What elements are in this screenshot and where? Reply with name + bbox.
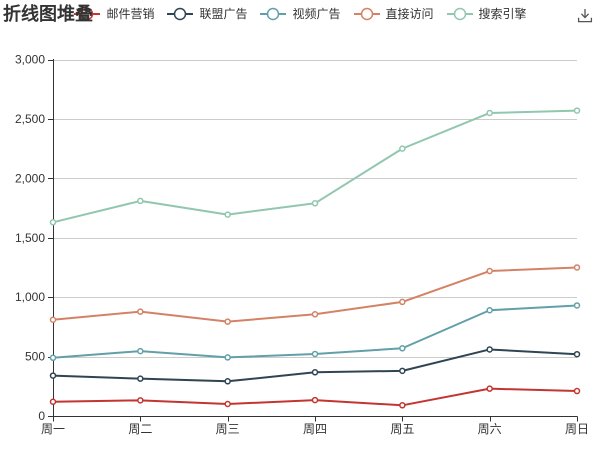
legend: 邮件营销 联盟广告 视频广告 直接访问 搜索引擎 — [0, 6, 600, 22]
data-point-marker[interactable] — [486, 267, 493, 275]
gridlines — [53, 60, 577, 358]
legend-item-1[interactable]: 联盟广告 — [166, 7, 247, 21]
data-point-marker[interactable] — [311, 311, 319, 318]
data-point-marker[interactable] — [137, 308, 144, 315]
y-axis-tick-label: 2,500 — [15, 112, 45, 126]
data-point-marker[interactable] — [49, 219, 57, 226]
data-point-marker[interactable] — [311, 396, 319, 404]
x-axis-tick-label: 周四 — [303, 422, 327, 436]
data-point-marker[interactable] — [573, 350, 581, 358]
data-point-marker[interactable] — [224, 354, 231, 361]
data-point-marker[interactable] — [224, 378, 231, 385]
legend-line-marker-icon — [74, 7, 101, 21]
data-point-marker[interactable] — [486, 109, 493, 117]
legend-item-3[interactable]: 直接访问 — [353, 7, 434, 21]
data-point-marker[interactable] — [486, 346, 493, 353]
legend-item-label: 直接访问 — [385, 7, 434, 21]
data-point-marker[interactable] — [486, 306, 493, 314]
legend-item-4[interactable]: 搜索引擎 — [446, 7, 527, 21]
data-point-marker[interactable] — [137, 375, 144, 382]
x-axis-tick-label: 周三 — [216, 422, 240, 436]
y-axis-tick-label: 2,000 — [15, 171, 45, 185]
data-point-marker[interactable] — [573, 387, 581, 395]
data-point-marker[interactable] — [399, 345, 406, 352]
legend-item-2[interactable]: 视频广告 — [259, 7, 341, 21]
y-axis-tick-label: 1,500 — [15, 231, 45, 245]
data-point-marker[interactable] — [49, 398, 57, 405]
data-point-marker[interactable] — [137, 197, 144, 205]
data-point-marker[interactable] — [137, 397, 144, 404]
axis-labels: 0 500 1,000 1,500 2,000 2,500 3,000 周一 周二 周三 周四 周五 周… — [15, 53, 589, 437]
x-axis-tick-label: 周二 — [128, 422, 152, 436]
legend-line-marker-icon — [167, 7, 194, 21]
legend-item-label: 联盟广告 — [199, 7, 248, 21]
data-point-marker[interactable] — [224, 318, 231, 325]
data-point-marker[interactable] — [49, 354, 57, 362]
x-axis-tick-label: 周一 — [41, 422, 65, 436]
series-1 — [49, 346, 581, 385]
y-axis-tick-label: 0 — [38, 409, 45, 423]
chart-title: 折线图堆叠 — [3, 4, 93, 24]
data-point-marker[interactable] — [399, 145, 406, 152]
data-point-marker[interactable] — [49, 372, 57, 379]
data-point-marker[interactable] — [573, 107, 581, 114]
y-axis-tick-label: 500 — [25, 350, 45, 364]
x-axis-tick-label: 周六 — [478, 422, 502, 436]
series-3 — [49, 264, 581, 325]
data-point-marker[interactable] — [399, 367, 406, 375]
series-4 — [49, 107, 581, 226]
data-point-marker[interactable] — [399, 298, 406, 306]
data-point-marker[interactable] — [573, 302, 581, 309]
series-2 — [49, 302, 581, 362]
data-point-marker[interactable] — [311, 369, 319, 376]
x-axis-tick-label: 周五 — [390, 422, 414, 436]
data-point-marker[interactable] — [573, 264, 581, 271]
legend-item-label: 邮件营销 — [106, 7, 155, 21]
legend-item-label: 搜索引擎 — [478, 7, 527, 21]
legend-line-marker-icon — [353, 7, 380, 21]
series-0 — [49, 385, 581, 409]
data-point-marker[interactable] — [311, 350, 319, 358]
data-point-marker[interactable] — [137, 347, 144, 355]
save-as-image-button[interactable] — [574, 5, 596, 27]
data-point-marker[interactable] — [224, 400, 231, 408]
y-axis-tick-label: 1,000 — [15, 290, 45, 304]
data-point-marker[interactable] — [399, 402, 406, 409]
data-point-marker[interactable] — [311, 200, 319, 207]
download-icon — [577, 9, 593, 23]
y-axis-tick-label: 3,000 — [15, 53, 45, 67]
data-point-marker[interactable] — [224, 211, 231, 218]
x-axis-tick-label: 周日 — [565, 422, 589, 436]
data-point-marker[interactable] — [49, 316, 57, 323]
legend-item-0[interactable]: 邮件营销 — [73, 7, 154, 21]
legend-line-marker-icon — [260, 7, 287, 21]
legend-line-marker-icon — [446, 7, 473, 21]
data-point-marker[interactable] — [486, 385, 493, 392]
legend-item-label: 视频广告 — [292, 7, 341, 21]
